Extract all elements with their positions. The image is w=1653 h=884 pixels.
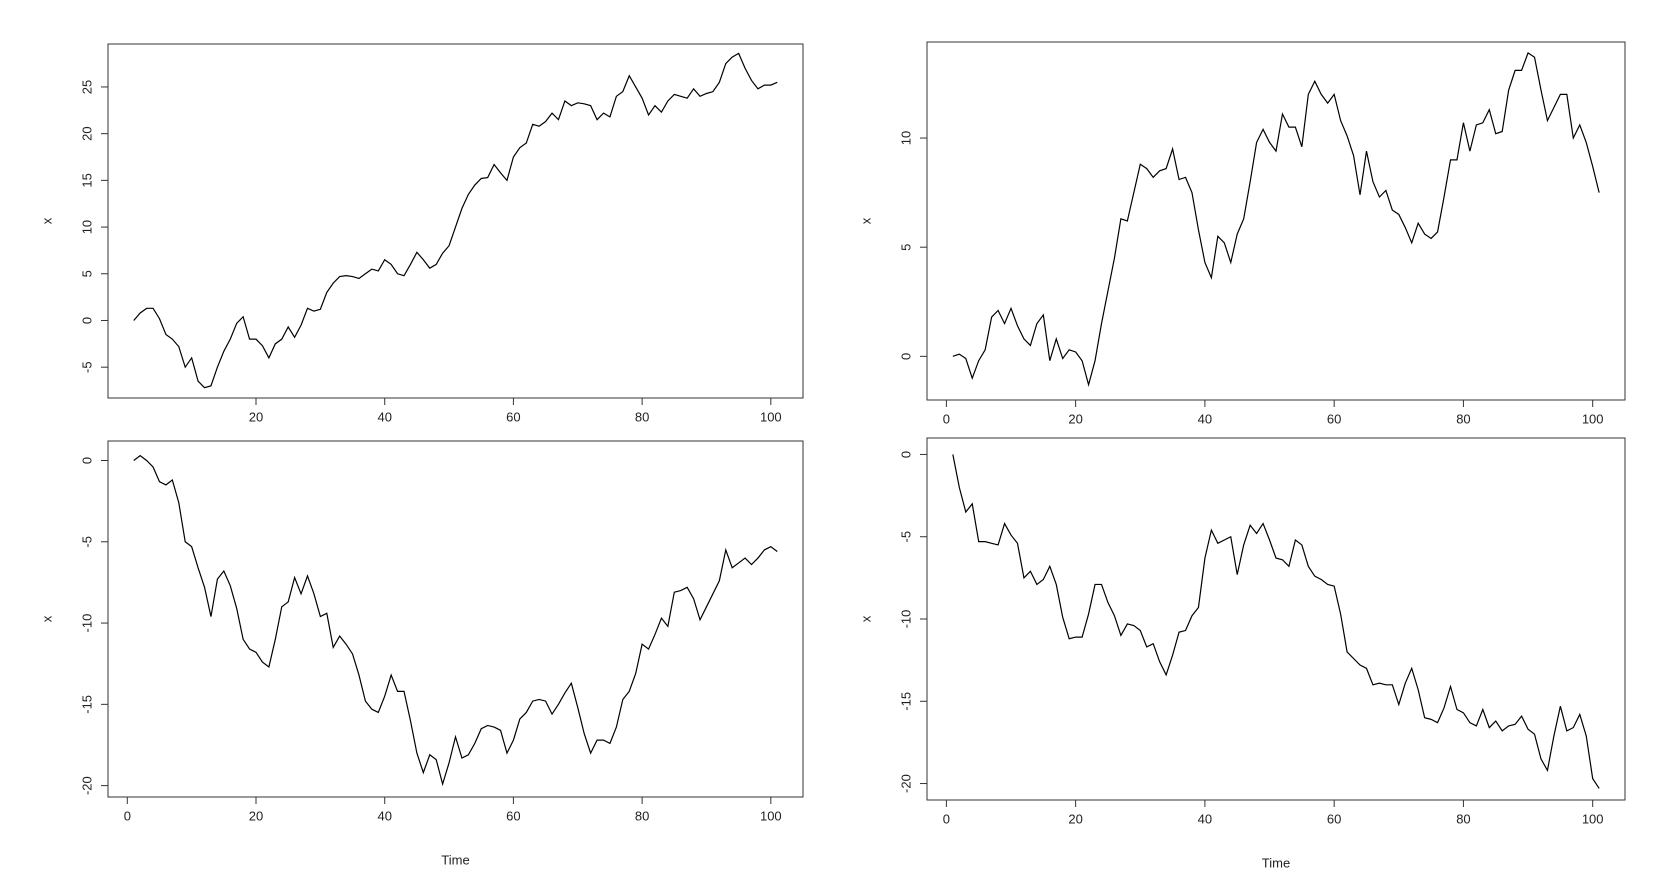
x-tick-label: 40: [1198, 411, 1212, 426]
x-tick-label: 0: [943, 411, 950, 426]
y-tick-label: -10: [79, 614, 94, 633]
y-tick-label: 25: [79, 80, 94, 94]
y-tick-label: -5: [898, 531, 913, 543]
x-tick-label: 40: [377, 409, 391, 424]
x-tick-label: 100: [1582, 811, 1604, 826]
x-tick-label: 80: [1456, 811, 1470, 826]
x-tick-label: 60: [1327, 411, 1341, 426]
x-tick-label: 100: [1582, 411, 1604, 426]
x-axis-title: Time: [1262, 855, 1290, 870]
y-tick-label: 10: [79, 220, 94, 234]
x-tick-label: 80: [635, 808, 649, 823]
series-line: [133, 454, 778, 787]
x-tick-label: 100: [760, 808, 782, 823]
x-tick-label: 60: [506, 808, 520, 823]
x-tick-label: 20: [249, 409, 263, 424]
plot-frame: [926, 41, 1626, 401]
y-tick-label: -20: [79, 776, 94, 795]
y-tick-label: -15: [898, 692, 913, 711]
series-line: [952, 51, 1600, 388]
series-line: [133, 52, 778, 389]
series-line: [952, 454, 1600, 789]
y-tick-label: 5: [898, 244, 913, 251]
y-tick-label: 0: [79, 457, 94, 464]
plot-frame: [107, 440, 804, 798]
y-tick-label: 0: [79, 317, 94, 324]
x-tick-label: 60: [1327, 811, 1341, 826]
y-tick-label: -20: [898, 774, 913, 793]
x-tick-label: 20: [1068, 411, 1082, 426]
y-axis-title: x: [39, 217, 54, 224]
x-tick-label: 100: [760, 409, 782, 424]
x-tick-label: 0: [124, 808, 131, 823]
y-tick-label: 0: [898, 353, 913, 360]
x-tick-label: 40: [377, 808, 391, 823]
x-tick-label: 40: [1198, 811, 1212, 826]
y-tick-label: -5: [79, 361, 94, 373]
plot-frame: [926, 437, 1626, 801]
y-axis-title: x: [39, 615, 54, 622]
y-tick-label: -5: [79, 536, 94, 548]
plot-frame: [107, 43, 804, 399]
y-tick-label: 0: [898, 451, 913, 458]
x-tick-label: 20: [1068, 811, 1082, 826]
y-tick-label: -10: [898, 610, 913, 629]
x-tick-label: 20: [249, 808, 263, 823]
y-tick-label: 10: [898, 131, 913, 145]
y-tick-label: 15: [79, 173, 94, 187]
x-tick-label: 60: [506, 409, 520, 424]
y-tick-label: -15: [79, 695, 94, 714]
y-tick-label: 5: [79, 270, 94, 277]
x-tick-label: 80: [635, 409, 649, 424]
x-tick-label: 0: [943, 811, 950, 826]
y-axis-title: x: [858, 615, 873, 622]
x-axis-title: Time: [441, 852, 469, 867]
x-tick-label: 80: [1456, 411, 1470, 426]
y-axis-title: x: [858, 217, 873, 224]
y-tick-label: 20: [79, 126, 94, 140]
